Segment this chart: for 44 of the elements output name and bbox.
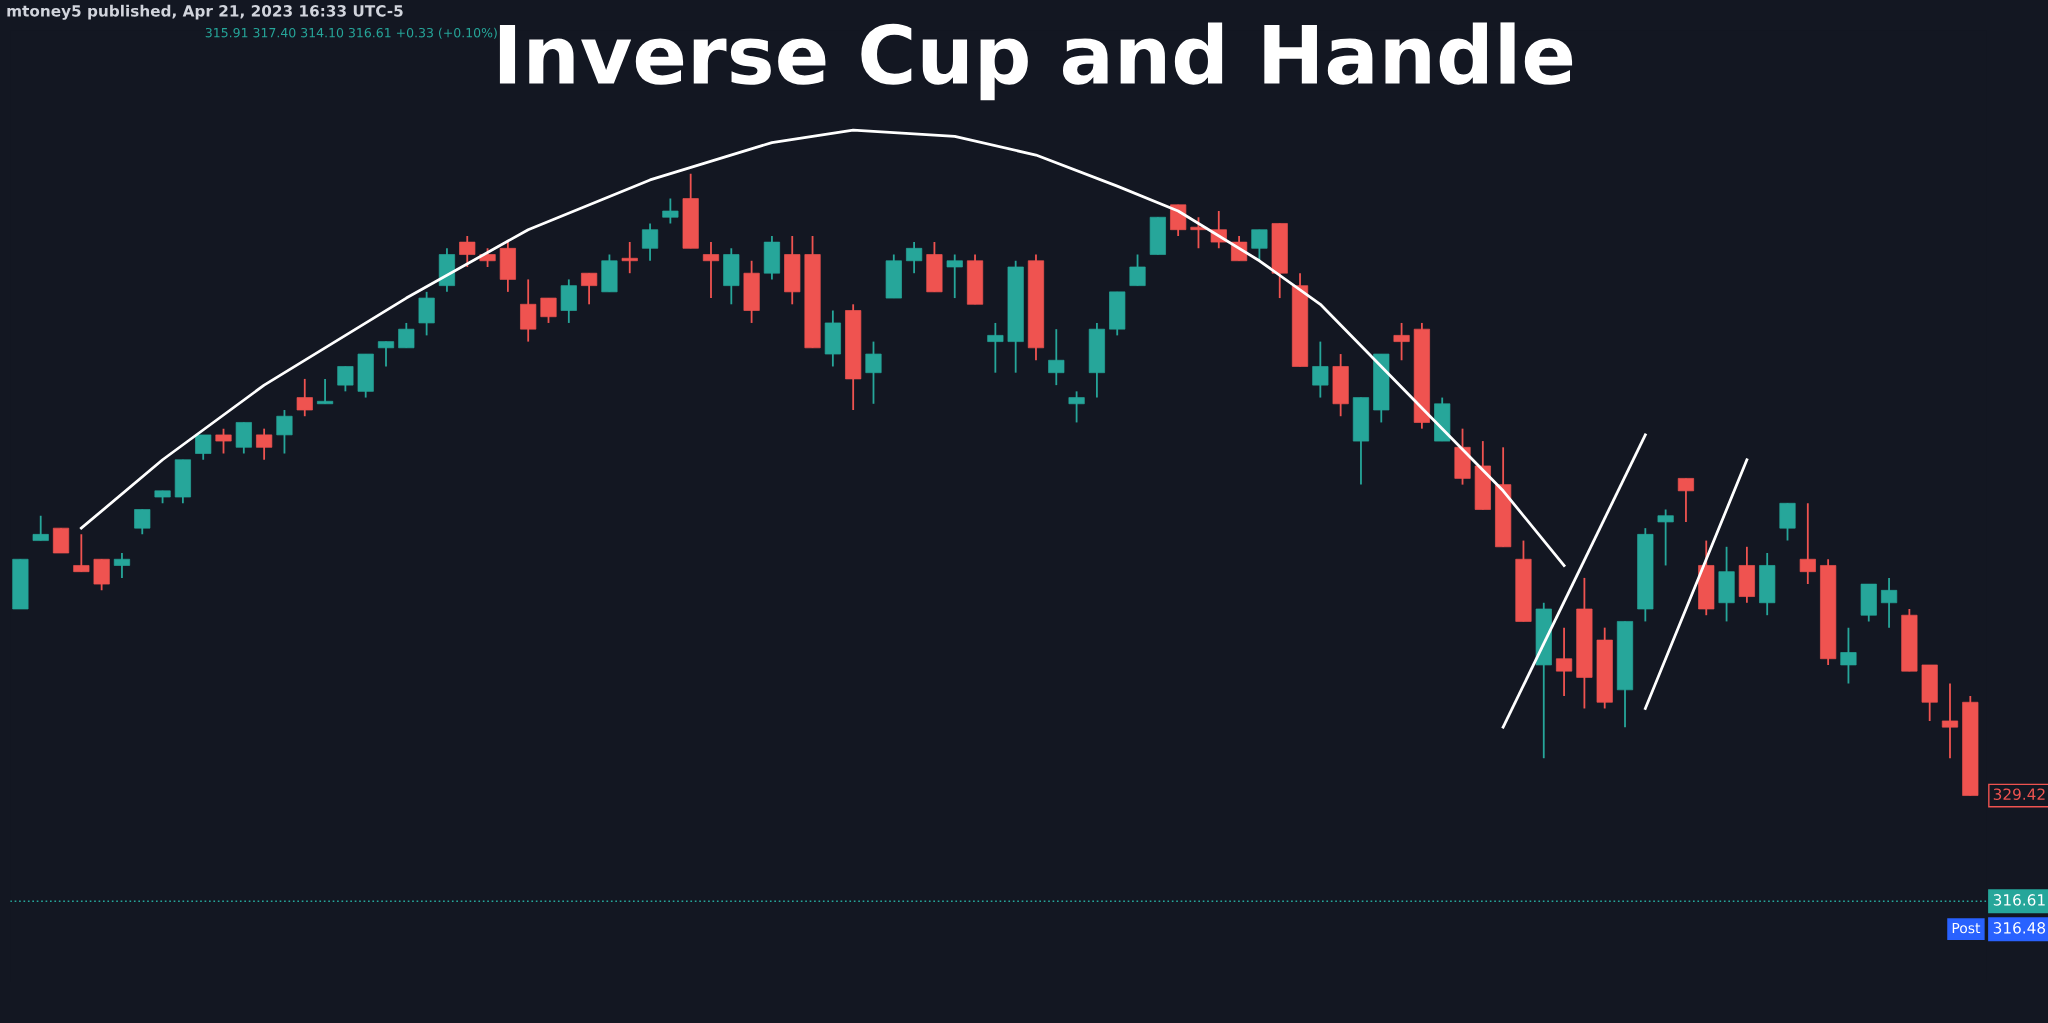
candlestick bbox=[662, 197, 679, 225]
candlestick bbox=[215, 427, 232, 455]
candlestick bbox=[1312, 340, 1329, 399]
candlestick bbox=[1393, 322, 1410, 362]
chart-title: Inverse Cup and Handle bbox=[499, 22, 1573, 101]
candlestick bbox=[134, 508, 151, 536]
candlestick bbox=[1556, 626, 1573, 697]
text: Post bbox=[1952, 922, 1981, 934]
text: 316.61 bbox=[1993, 894, 2045, 906]
candlestick bbox=[337, 365, 354, 393]
candlestick bbox=[113, 552, 131, 579]
candlestick bbox=[946, 253, 963, 299]
candlestick bbox=[1677, 477, 1695, 523]
text: 329.42 bbox=[1993, 788, 2045, 800]
candlestick bbox=[1799, 502, 1816, 586]
candlestick bbox=[702, 241, 720, 299]
candlestick bbox=[459, 234, 476, 268]
candlestick bbox=[377, 340, 395, 368]
candlestick bbox=[398, 322, 415, 349]
candlestick bbox=[1048, 328, 1065, 387]
candlestick bbox=[621, 241, 638, 275]
candlestick bbox=[1068, 390, 1085, 424]
text: 316.48 bbox=[1993, 922, 2046, 934]
candlestick bbox=[1840, 626, 1857, 685]
candlestick bbox=[1657, 508, 1674, 567]
candlestick bbox=[296, 378, 313, 418]
candlestick bbox=[1881, 576, 1898, 629]
text: 315.91 317.40 314.10 316.61 +0.33 (+0.10%) bbox=[205, 27, 497, 39]
candlestick bbox=[987, 322, 1004, 374]
candlestick bbox=[276, 409, 293, 455]
candlestick bbox=[195, 433, 212, 461]
text: mtoney5 published, Apr 21, 2023 16:33 UTC-5 bbox=[7, 4, 403, 20]
candlestick bbox=[540, 297, 557, 324]
candlestick bbox=[581, 272, 598, 306]
candlestick bbox=[641, 222, 659, 262]
candlestick bbox=[1941, 682, 1959, 760]
candlestick bbox=[32, 514, 49, 542]
candlestick bbox=[1251, 228, 1268, 262]
candlestick bbox=[256, 427, 273, 461]
candlestick bbox=[865, 340, 882, 405]
candlestick bbox=[1129, 253, 1146, 287]
candlestick bbox=[906, 241, 923, 275]
candlestick bbox=[73, 533, 90, 573]
candlestick bbox=[317, 378, 334, 405]
